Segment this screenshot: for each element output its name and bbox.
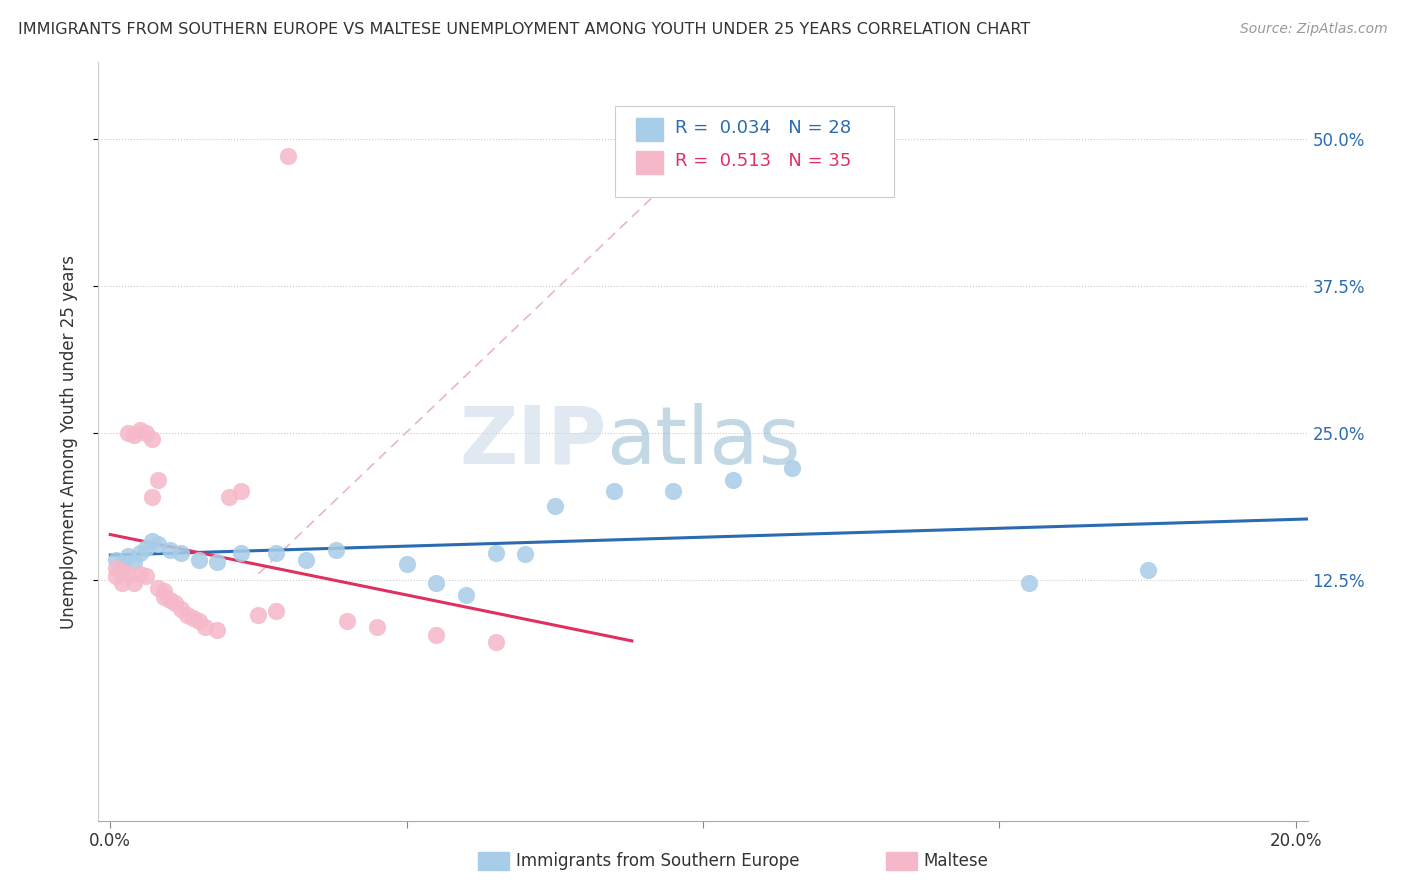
Point: [205, 624, 228, 638]
Point: [170, 602, 193, 616]
Point: [165, 596, 187, 610]
Point: [152, 591, 174, 605]
FancyBboxPatch shape: [614, 105, 894, 197]
Point: [205, 555, 228, 569]
Point: [111, 558, 134, 572]
Point: [146, 473, 169, 487]
FancyBboxPatch shape: [637, 151, 664, 174]
Point: [1136, 563, 1159, 577]
Point: [141, 432, 163, 446]
Point: [122, 576, 145, 591]
Point: [141, 491, 163, 505]
Point: [229, 546, 252, 560]
Point: [135, 425, 157, 440]
Point: [218, 491, 240, 505]
Point: [366, 620, 388, 634]
Point: [111, 565, 134, 579]
Text: ZIP: ZIP: [458, 402, 606, 481]
Y-axis label: Unemployment Among Youth under 25 years: Unemployment Among Youth under 25 years: [59, 254, 77, 629]
Point: [484, 635, 506, 649]
Point: [117, 549, 139, 563]
Point: [117, 566, 139, 581]
Point: [146, 581, 169, 595]
Text: R =  0.034   N = 28: R = 0.034 N = 28: [675, 120, 851, 137]
Point: [295, 552, 318, 566]
Point: [780, 461, 803, 475]
Point: [662, 484, 685, 499]
FancyBboxPatch shape: [637, 118, 664, 141]
Point: [152, 584, 174, 599]
Point: [105, 552, 128, 566]
Point: [111, 576, 134, 591]
Point: [721, 473, 744, 487]
Point: [159, 543, 181, 558]
Point: [515, 547, 537, 561]
Point: [188, 614, 211, 628]
Point: [425, 576, 447, 591]
Point: [454, 588, 477, 602]
Point: [264, 604, 287, 618]
Point: [105, 569, 128, 583]
Point: [603, 484, 626, 499]
Point: [159, 592, 181, 607]
Point: [188, 552, 211, 566]
Text: atlas: atlas: [606, 402, 800, 481]
Point: [135, 541, 157, 555]
Point: [229, 484, 252, 499]
Point: [194, 620, 217, 634]
Point: [264, 546, 287, 560]
Point: [146, 537, 169, 551]
Point: [336, 614, 359, 628]
Point: [247, 607, 270, 622]
Text: Source: ZipAtlas.com: Source: ZipAtlas.com: [1240, 22, 1388, 37]
Point: [395, 558, 418, 572]
Point: [544, 499, 567, 513]
Point: [141, 533, 163, 548]
Point: [484, 546, 506, 560]
Text: Maltese: Maltese: [924, 852, 988, 870]
Text: R =  0.513   N = 35: R = 0.513 N = 35: [675, 152, 852, 170]
Point: [135, 569, 157, 583]
Point: [170, 546, 193, 560]
Point: [122, 555, 145, 569]
Point: [122, 428, 145, 442]
Point: [129, 566, 152, 581]
Point: [181, 611, 204, 625]
Point: [105, 561, 128, 575]
Point: [117, 425, 139, 440]
Point: [129, 546, 152, 560]
Point: [1018, 576, 1040, 591]
Point: [325, 543, 347, 558]
Text: IMMIGRANTS FROM SOUTHERN EUROPE VS MALTESE UNEMPLOYMENT AMONG YOUTH UNDER 25 YEA: IMMIGRANTS FROM SOUTHERN EUROPE VS MALTE…: [18, 22, 1031, 37]
Point: [425, 628, 447, 642]
Text: Immigrants from Southern Europe: Immigrants from Southern Europe: [516, 852, 800, 870]
Point: [176, 607, 198, 622]
Point: [277, 149, 299, 163]
Point: [129, 423, 152, 437]
